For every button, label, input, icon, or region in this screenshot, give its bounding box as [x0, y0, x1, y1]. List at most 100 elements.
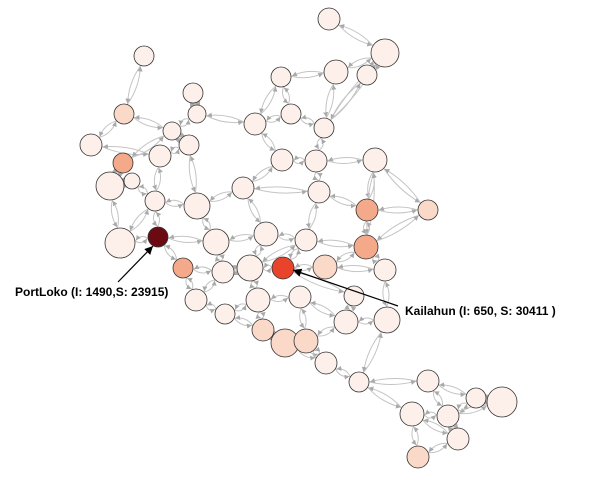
network-edge: [326, 159, 363, 165]
network-edge: [192, 268, 212, 276]
network-edge: [263, 262, 273, 269]
network-edge: [164, 201, 184, 209]
network-edge: [362, 332, 383, 374]
network-edge: [337, 263, 375, 270]
network-edge: [228, 235, 254, 242]
network-edge: [205, 304, 216, 314]
kailahun-label: Kailahun (I: 650, S: 30411 ): [405, 304, 556, 318]
network-edge: [137, 186, 147, 197]
network-edge: [255, 245, 265, 257]
network-edge: [186, 277, 194, 290]
network-edge: [129, 209, 149, 232]
network-edge: [248, 198, 262, 224]
district-node: [133, 45, 155, 67]
network-edge: [369, 378, 418, 383]
node-layer: [79, 7, 518, 469]
district-node: [172, 257, 194, 279]
district-node: [113, 103, 135, 125]
network-edge: [262, 244, 297, 263]
network-edge: [427, 443, 448, 454]
district-node: [178, 134, 200, 156]
network-edge: [358, 316, 375, 322]
network-edge: [251, 244, 262, 256]
network-edge: [361, 331, 382, 373]
network-edge: [336, 251, 356, 262]
network-edge: [282, 86, 289, 104]
network-edge: [376, 214, 420, 241]
district-node: [312, 254, 338, 280]
district-node: [465, 387, 487, 409]
district-node: [271, 256, 295, 280]
network-edge: [189, 155, 197, 194]
network-edge: [262, 267, 272, 274]
network-edge: [377, 209, 418, 214]
district-node: [162, 121, 182, 141]
network-edge: [233, 317, 252, 329]
network-edge: [170, 146, 180, 152]
network-edge: [293, 266, 313, 273]
network-edge: [178, 118, 190, 126]
network-edge: [336, 365, 351, 378]
network-edge: [413, 426, 419, 447]
network-edge: [179, 119, 191, 127]
network-edge: [193, 264, 213, 272]
district-node: [373, 306, 401, 334]
district-node: [270, 148, 294, 172]
network-edge: [202, 279, 216, 292]
network-edge: [349, 306, 357, 312]
district-node: [236, 254, 264, 282]
network-edge: [336, 267, 374, 274]
district-node: [183, 192, 211, 220]
network-edge: [385, 281, 391, 308]
network-edge: [234, 304, 247, 312]
network-edge: [318, 138, 327, 151]
network-edge: [344, 304, 352, 311]
district-node: [245, 287, 271, 313]
network-edge: [205, 115, 244, 126]
network-edge: [203, 217, 211, 231]
network-edge: [439, 382, 467, 396]
network-edge: [287, 248, 300, 259]
district-node: [293, 328, 319, 354]
network-edge: [251, 166, 273, 183]
pointer-portloko: [117, 245, 154, 283]
network-edge: [330, 83, 361, 121]
network-edge: [259, 85, 277, 114]
network-edge: [423, 418, 449, 435]
network-edge: [133, 116, 163, 131]
network-edge: [300, 114, 316, 125]
network-edge: [299, 307, 305, 329]
network-edge: [261, 132, 276, 151]
network-edge: [134, 238, 148, 245]
network-edge: [277, 235, 295, 243]
district-node: [416, 369, 440, 393]
network-edge: [269, 297, 289, 303]
network-edge: [368, 380, 417, 386]
network-edge: [247, 197, 261, 223]
district-node: [373, 258, 397, 282]
network-edge: [261, 133, 276, 152]
network-edge: [308, 203, 320, 230]
network-edge: [165, 197, 185, 205]
district-node: [486, 386, 518, 418]
network-edge: [381, 280, 387, 307]
network-edge: [378, 206, 419, 211]
district-node: [123, 172, 141, 190]
network-edge: [255, 311, 262, 319]
district-node: [253, 221, 279, 247]
district-node: [436, 404, 460, 428]
network-edge: [317, 237, 355, 247]
network-edge: [312, 171, 319, 181]
network-edge: [163, 244, 177, 261]
district-node: [399, 401, 425, 427]
network-edge: [371, 256, 378, 265]
network-edge: [374, 253, 380, 262]
district-node: [104, 227, 136, 259]
network-edge: [151, 210, 158, 227]
pointer-kailahun: [292, 268, 399, 307]
network-edge: [327, 156, 364, 162]
network-edge: [309, 301, 335, 318]
network-edge: [383, 167, 421, 203]
network-edge: [206, 300, 217, 310]
district-node: [270, 66, 292, 88]
